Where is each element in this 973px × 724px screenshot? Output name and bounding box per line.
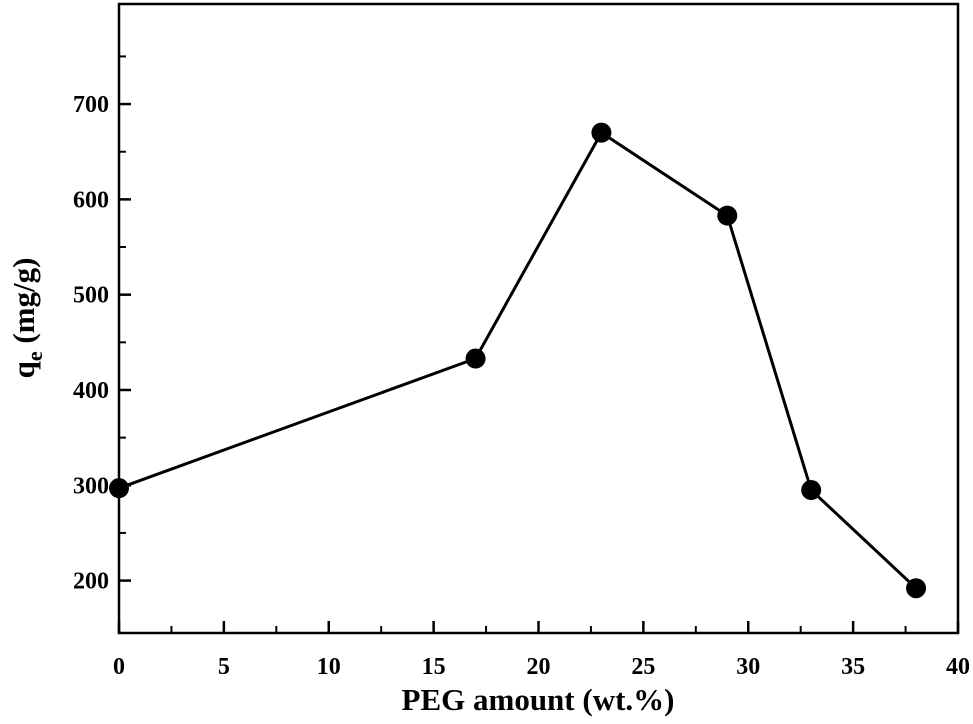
x-tick-label: 40 [946,654,970,680]
x-ticks [117,621,960,633]
y-tick-label: 400 [73,378,109,404]
y-ticks [119,55,131,582]
y-axis-title: qe (mg/g) [6,258,47,379]
x-axis-title: PEG amount (wt.%) [402,682,675,717]
x-tick-label: 20 [527,654,551,680]
data-point [591,122,612,143]
y-tick-labels: 200 300 400 500 600 700 [73,92,109,595]
y-tick-label: 300 [73,473,109,499]
x-tick-label: 35 [841,654,865,680]
data-point [109,478,129,499]
y-axis-title-unit: (mg/g) [6,258,41,352]
data-point [906,578,927,599]
series-line [118,131,918,590]
x-tick-label: 0 [113,654,125,680]
data-point [717,205,738,226]
y-axis-title-subscript: e [22,351,47,361]
y-tick-label: 500 [73,283,109,309]
y-axis-title-main: q [6,361,41,378]
y-tick-label: 200 [73,569,109,595]
y-tick-label: 700 [73,92,109,118]
x-tick-label: 25 [631,654,655,680]
x-tick-label: 5 [218,654,230,680]
plot-frame [117,2,960,635]
data-point [465,348,486,369]
y-tick-label: 600 [73,187,109,213]
x-tick-labels: 0 5 10 15 20 25 30 35 40 [113,654,970,680]
x-tick-label: 15 [422,654,446,680]
x-tick-label: 10 [317,654,341,680]
data-point [801,480,822,501]
x-tick-label: 30 [736,654,760,680]
series-group [109,122,927,599]
